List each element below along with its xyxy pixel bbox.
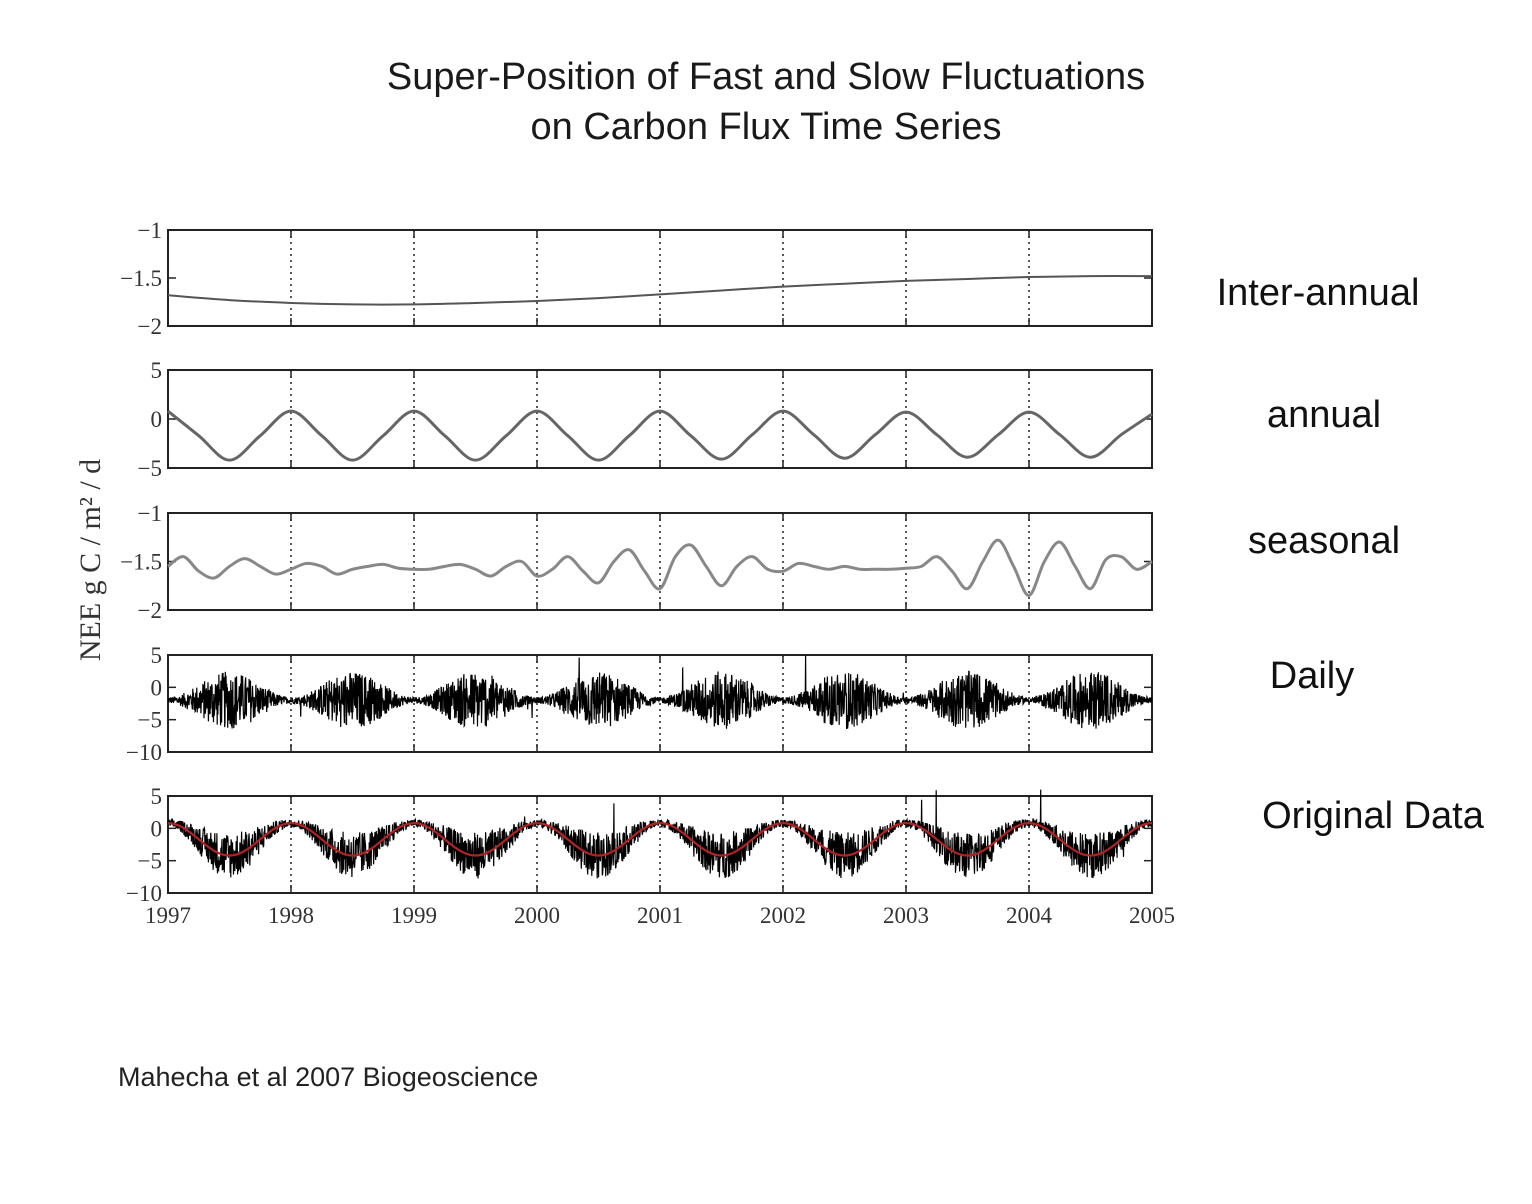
panel-3: 5 0 −5 −10 Daily	[126, 643, 1354, 765]
y-tick-label: −10	[126, 740, 162, 765]
panel-label: Original Data	[1262, 795, 1485, 837]
panel-0: −1 −1.5 −2 Inter-annual	[120, 218, 1419, 339]
x-tick-label: 2003	[883, 903, 929, 928]
panel-label: Inter-annual	[1217, 272, 1420, 314]
x-tick-label: 1998	[268, 903, 314, 928]
y-tick-label: −1.5	[120, 266, 162, 291]
panel-4: 5 0 −5 −10 Original Data 1997 1998 1999 2000 2001…	[126, 784, 1485, 928]
x-tick-label: 2002	[760, 903, 806, 928]
y-tick-label: 0	[151, 816, 163, 841]
y-tick-label: −2	[138, 314, 162, 339]
panel-2: −1 −1.5 −2 seasonal	[120, 501, 1400, 623]
series-line-4-1	[168, 822, 1152, 857]
x-tick-label: 2000	[514, 903, 560, 928]
citation: Mahecha et al 2007 Biogeoscience	[118, 1062, 539, 1092]
y-tick-label: −5	[138, 456, 162, 481]
y-tick-label: 0	[151, 407, 163, 432]
y-tick-label: −1.5	[120, 550, 162, 575]
y-tick-label: 0	[151, 675, 163, 700]
x-tick-label: 2005	[1129, 903, 1175, 928]
panel-1: 5 0 −5 annual	[138, 358, 1382, 481]
panel-label: annual	[1267, 394, 1381, 436]
y-tick-label: 5	[151, 643, 163, 668]
y-tick-label: −1	[138, 218, 162, 243]
chart-panels: −1 −1.5 −2 Inter-annual 5 0 −5 annual −1 −1.5 −2 se…	[120, 218, 1484, 928]
panel-label: seasonal	[1248, 520, 1400, 562]
series-line-3-0	[167, 655, 1153, 730]
series-line-0-0	[167, 275, 1153, 306]
series-line-1-0	[167, 409, 1153, 462]
y-tick-label: −1	[138, 501, 162, 526]
series-line-2-0	[167, 538, 1153, 597]
chart-title: Super-Position of Fast and Slow Fluctuat…	[0, 52, 1532, 152]
x-tick-label: 1999	[391, 903, 437, 928]
y-tick-label: −5	[138, 849, 162, 874]
x-tick-label: 1997	[145, 903, 191, 928]
x-tick-label: 2004	[1006, 903, 1053, 928]
chart-title-line-2: on Carbon Flux Time Series	[530, 106, 1002, 148]
panel-label: Daily	[1270, 655, 1354, 697]
chart-title-line-1: Super-Position of Fast and Slow Fluctuat…	[386, 56, 1146, 98]
y-tick-label: −5	[138, 708, 162, 733]
x-tick-label: 2001	[637, 903, 683, 928]
y-tick-label: 5	[151, 784, 163, 809]
y-tick-label: −10	[126, 881, 162, 906]
y-tick-label: −2	[138, 598, 162, 623]
y-tick-label: 5	[151, 358, 163, 383]
y-axis-label: NEE g C / m² / d	[74, 459, 107, 661]
